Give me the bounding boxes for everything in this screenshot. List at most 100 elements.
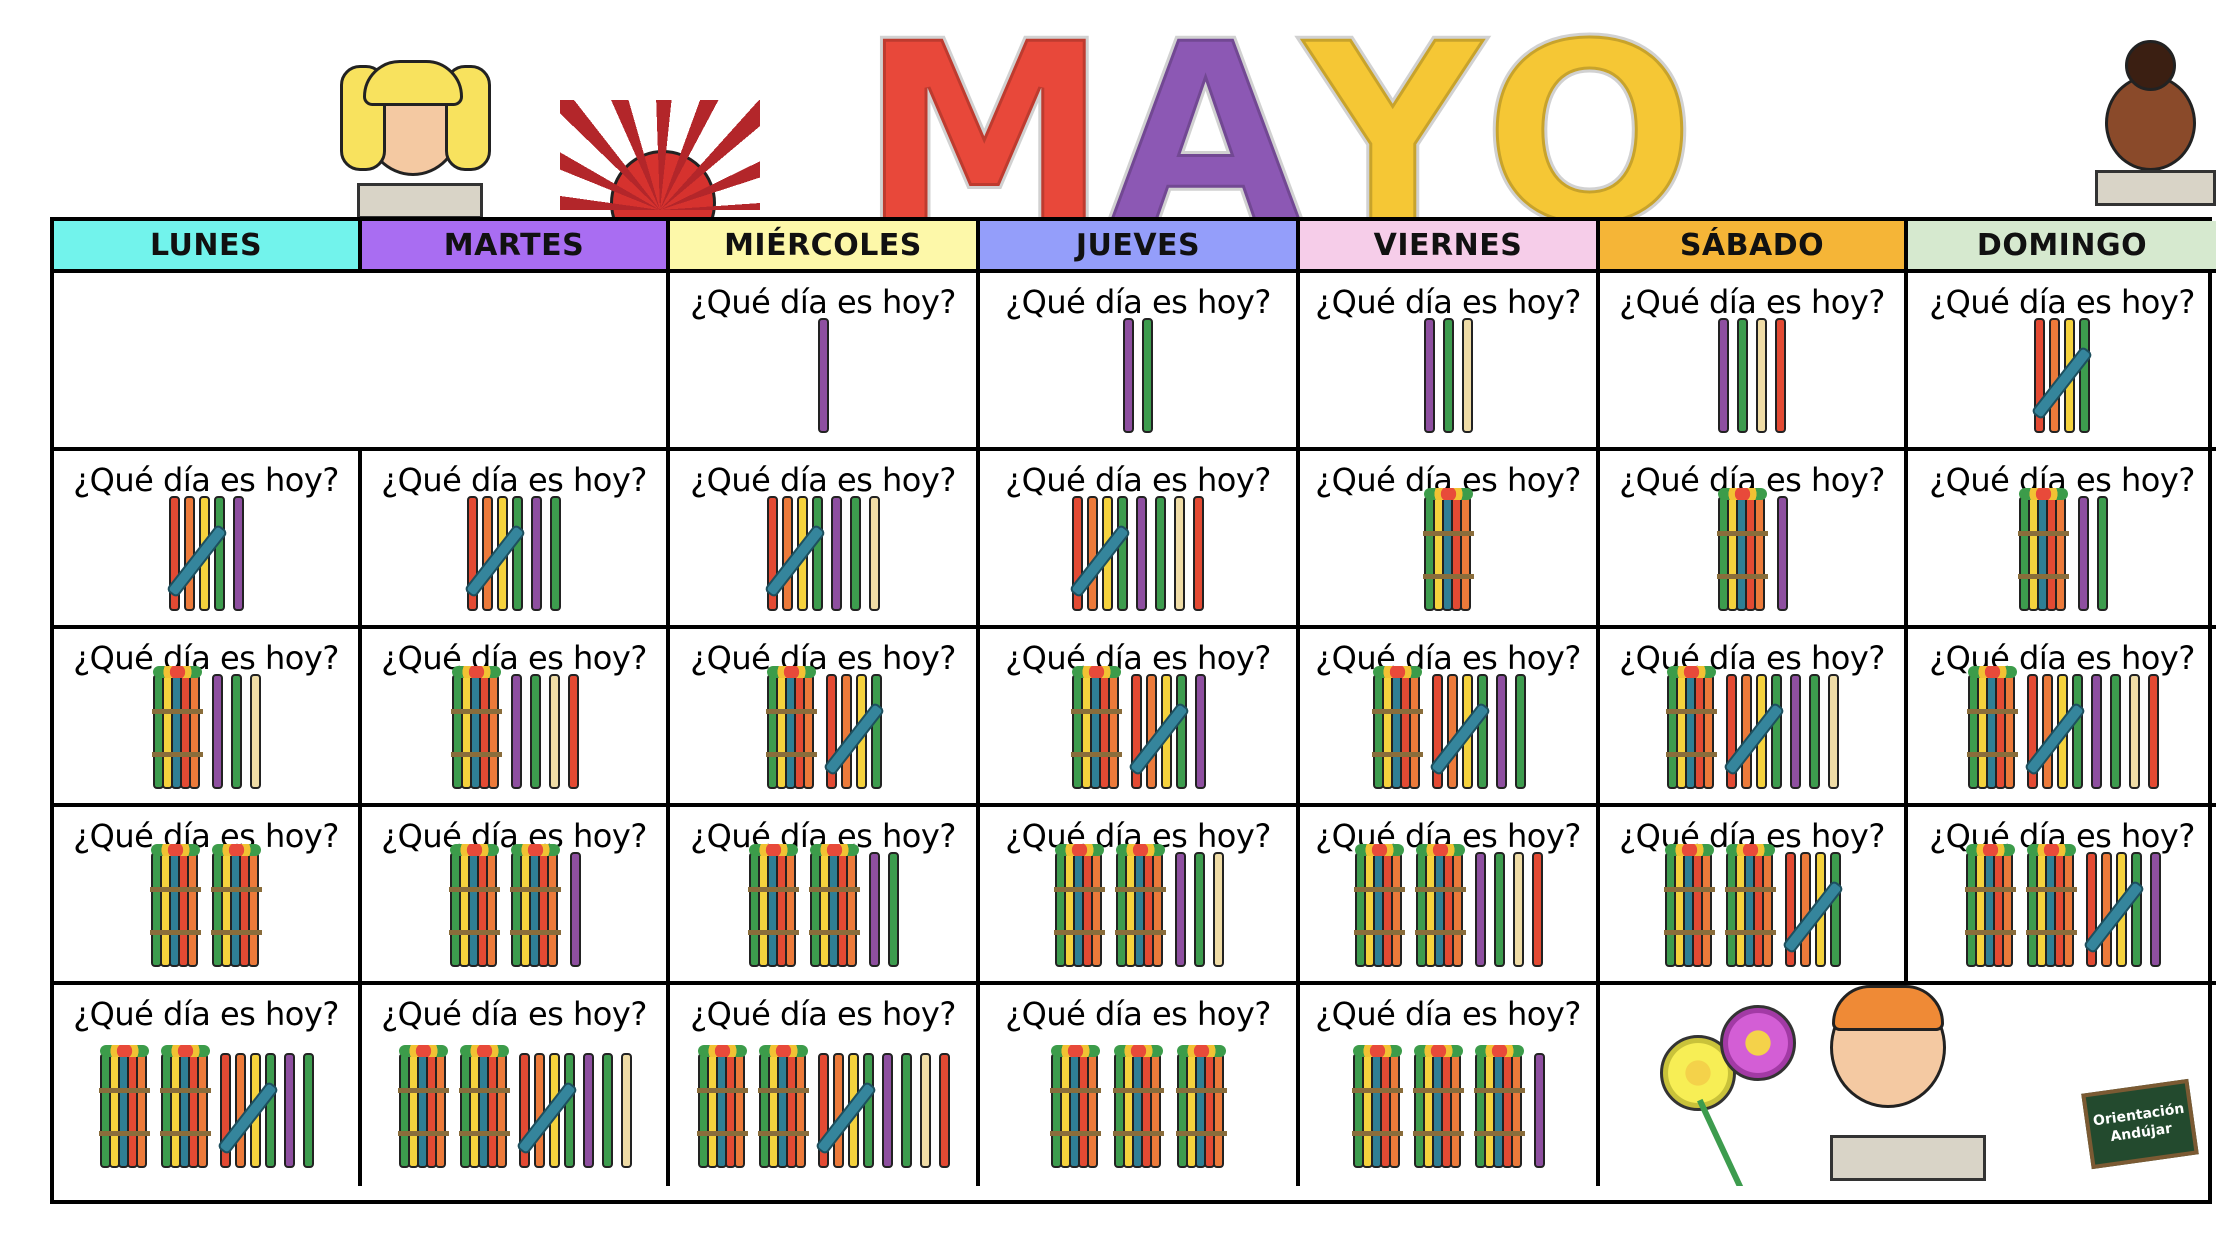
title-letter: M <box>857 0 1112 280</box>
day-cell[interactable]: ¿Qué día es hoy? <box>1600 629 1908 807</box>
sun-illustration <box>560 100 760 256</box>
day-cell[interactable]: ¿Qué día es hoy? <box>1600 807 1908 985</box>
ten-stick-bundle-icon <box>758 1045 809 1168</box>
stick-icon <box>1777 496 1788 611</box>
day-cell[interactable]: ¿Qué día es hoy? <box>362 985 670 1186</box>
day-cell[interactable]: ¿Qué día es hoy? <box>980 985 1300 1186</box>
day-cell[interactable]: ¿Qué día es hoy? <box>670 629 980 807</box>
stick-count <box>670 486 976 611</box>
ten-stick-bundle-icon <box>2025 844 2077 967</box>
stick-icon <box>220 1053 231 1168</box>
day-cell[interactable]: ¿Qué día es hoy? <box>54 807 362 985</box>
brand-logo: Orientación Andújar <box>2081 1078 2199 1170</box>
ten-stick-bundle-icon <box>697 1045 748 1168</box>
day-cell[interactable]: ¿Qué día es hoy? <box>1600 273 1908 451</box>
stick-icon <box>1534 1053 1545 1168</box>
day-question: ¿Qué día es hoy? <box>1005 995 1271 1033</box>
day-cell[interactable]: ¿Qué día es hoy? <box>1908 451 2216 629</box>
stick-icon <box>2096 496 2108 611</box>
stick-icon <box>1775 318 1786 433</box>
stick-icon <box>512 496 523 611</box>
stick-icon <box>487 674 499 789</box>
day-cell[interactable]: ¿Qué día es hoy? <box>670 273 980 451</box>
day-question: ¿Qué día es hoy? <box>1315 283 1581 321</box>
title-letter: A <box>1106 0 1305 280</box>
stick-icon <box>2128 674 2140 789</box>
day-cell[interactable]: ¿Qué día es hoy? <box>980 273 1300 451</box>
stick-icon <box>1452 852 1463 967</box>
stick-icon <box>939 1053 950 1168</box>
stick-icon <box>830 496 842 611</box>
day-cell[interactable]: ¿Qué día es hoy? <box>54 451 362 629</box>
ten-stick-bundle-icon <box>1114 844 1166 967</box>
day-cell[interactable]: ¿Qué día es hoy? <box>1300 629 1600 807</box>
stick-icon <box>766 496 778 611</box>
ten-stick-bundle-icon <box>1354 844 1405 967</box>
day-cell[interactable]: ¿Qué día es hoy? <box>980 807 1300 985</box>
ten-stick-bundle-icon <box>448 844 500 967</box>
stick-icon <box>1149 1053 1161 1168</box>
five-tally-icon <box>1068 496 1132 611</box>
stick-count <box>54 1038 358 1168</box>
day-cell[interactable]: ¿Qué día es hoy? <box>670 451 980 629</box>
day-cell[interactable]: ¿Qué día es hoy? <box>54 629 362 807</box>
stick-count <box>670 664 976 789</box>
day-question: ¿Qué día es hoy? <box>1619 639 1885 677</box>
stick-count <box>54 842 358 967</box>
stick-icon <box>2130 852 2142 967</box>
day-question: ¿Qué día es hoy? <box>73 461 339 499</box>
stick-icon <box>868 496 880 611</box>
day-cell[interactable]: ¿Qué día es hoy? <box>1300 807 1600 985</box>
five-tally-icon <box>2023 674 2086 789</box>
stick-icon <box>818 1053 829 1168</box>
day-cell[interactable]: ¿Qué día es hoy? <box>670 807 980 985</box>
ten-stick-bundle-icon <box>450 666 502 789</box>
day-cell[interactable]: ¿Qué día es hoy? <box>1908 807 2216 985</box>
weekday-header: LUNES <box>54 221 362 273</box>
stick-icon <box>1176 674 1187 789</box>
stick-icon <box>1072 496 1083 611</box>
weekday-header: DOMINGO <box>1908 221 2216 273</box>
stick-icon <box>1174 496 1185 611</box>
stick-count <box>362 486 666 611</box>
day-cell[interactable]: ¿Qué día es hoy? <box>980 629 1300 807</box>
day-cell[interactable]: ¿Qué día es hoy? <box>1908 273 2216 451</box>
stick-icon <box>1431 674 1443 789</box>
stick-icon <box>1828 674 1839 789</box>
stick-icon <box>1142 318 1153 433</box>
stick-count <box>1908 486 2216 611</box>
ten-stick-bundle-icon <box>1966 666 2018 789</box>
day-question: ¿Qué día es hoy? <box>73 817 339 855</box>
stick-count <box>362 664 666 789</box>
day-cell[interactable]: ¿Qué día es hoy? <box>1300 985 1600 1186</box>
stick-icon <box>1389 1053 1400 1168</box>
stick-icon <box>870 674 882 789</box>
stick-icon <box>1461 318 1473 433</box>
ten-stick-bundle-icon <box>1964 844 2016 967</box>
day-cell[interactable]: ¿Qué día es hoy? <box>362 451 670 629</box>
day-cell[interactable]: ¿Qué día es hoy? <box>980 451 1300 629</box>
day-cell[interactable]: ¿Qué día es hoy? <box>362 629 670 807</box>
ten-stick-bundle-icon <box>211 844 262 967</box>
stick-count <box>980 842 1296 967</box>
day-cell[interactable]: ¿Qué día es hoy? <box>54 985 362 1186</box>
boy-hair-icon <box>1832 985 1944 1031</box>
day-cell[interactable]: ¿Qué día es hoy? <box>1300 451 1600 629</box>
stick-icon <box>869 852 880 967</box>
day-cell[interactable]: ¿Qué día es hoy? <box>362 807 670 985</box>
stick-icon <box>817 318 829 433</box>
day-cell[interactable]: ¿Qué día es hoy? <box>670 985 980 1186</box>
stick-icon <box>187 852 198 967</box>
stick-icon <box>250 674 261 789</box>
day-cell[interactable]: ¿Qué día es hoy? <box>1600 451 1908 629</box>
day-question: ¿Qué día es hoy? <box>1619 283 1885 321</box>
day-cell[interactable]: ¿Qué día es hoy? <box>1908 629 2216 807</box>
ten-stick-bundle-icon <box>2017 488 2069 611</box>
day-question: ¿Qué día es hoy? <box>1005 639 1271 677</box>
stick-icon <box>510 674 522 789</box>
five-tally-icon <box>2082 852 2145 967</box>
ten-stick-bundle-icon <box>1474 1045 1525 1168</box>
day-cell[interactable]: ¿Qué día es hoy? <box>1300 273 1600 451</box>
stick-icon <box>1123 318 1134 433</box>
ten-stick-bundle-icon <box>150 844 201 967</box>
